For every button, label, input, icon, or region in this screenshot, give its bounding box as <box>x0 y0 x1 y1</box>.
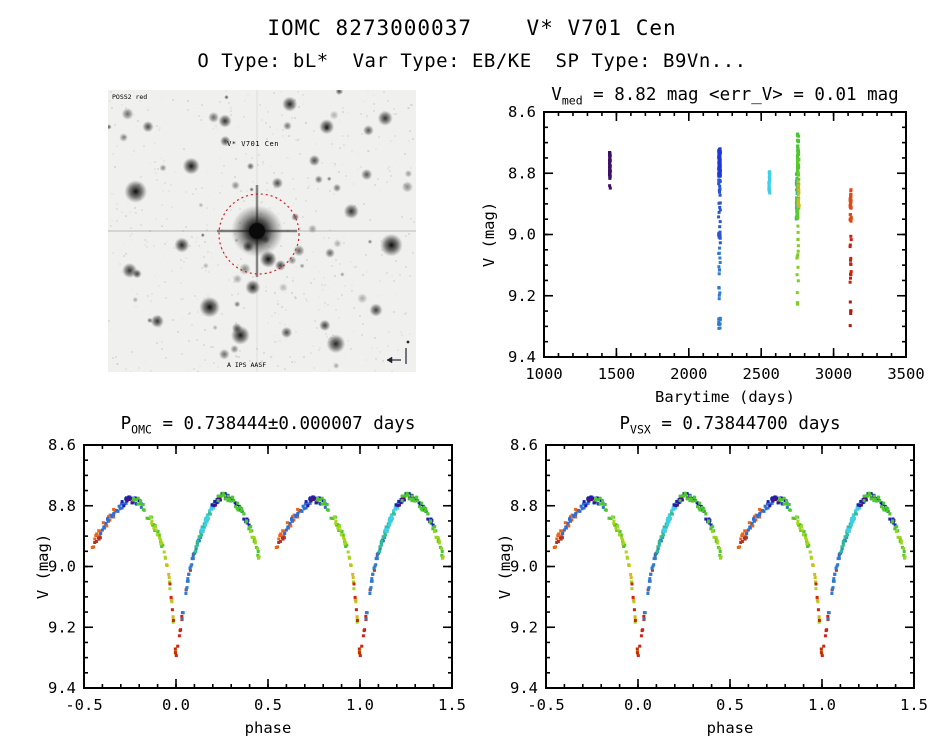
y-tick-label: 8.8 <box>48 497 76 515</box>
finder-survey-label: POSS2 red <box>112 93 147 101</box>
x-tick-label: 2500 <box>743 365 780 383</box>
barytime-plot: 1000 1500 2000 2500 3000 3500 8.6 8.8 9.0 9.2 9.4 B… <box>480 85 925 406</box>
data-points <box>552 491 907 658</box>
x-axis-label: phase <box>707 719 754 737</box>
y-tick-label: 8.8 <box>508 164 536 182</box>
x-axis-label: phase <box>245 719 292 737</box>
x-tick-label: 1.0 <box>346 696 374 714</box>
x-tick-label: -0.5 <box>65 696 102 714</box>
x-tick-label: 1000 <box>525 365 562 383</box>
y-tick-label: 9.2 <box>48 618 76 636</box>
finder-plate-label: A IPS AASF <box>227 361 266 369</box>
x-tick-label: 1500 <box>598 365 635 383</box>
x-tick-label: 0.5 <box>716 696 744 714</box>
y-tick-label: 9.4 <box>48 679 76 697</box>
x-tick-label: 1.5 <box>438 696 466 714</box>
x-tick-label: -0.5 <box>527 696 564 714</box>
y-tick-label: 9.2 <box>510 618 538 636</box>
y-axis-label: V (mag) <box>496 534 514 599</box>
y-tick-label: 8.6 <box>48 436 76 454</box>
finder-target-label: V* V701 Cen <box>227 140 279 148</box>
data-points <box>90 491 445 658</box>
y-tick-label: 8.8 <box>510 497 538 515</box>
y-axis-label: V (mag) <box>480 202 498 267</box>
y-tick-label: 9.0 <box>48 558 76 576</box>
y-tick-label: 9.2 <box>508 287 536 305</box>
x-tick-label: 2000 <box>670 365 707 383</box>
x-tick-label: 1.0 <box>808 696 836 714</box>
y-tick-label: 9.4 <box>510 679 538 697</box>
x-tick-label: 0.0 <box>162 696 190 714</box>
chart-title: PVSX = 0.73844700 days <box>620 414 841 437</box>
y-axis-label: V (mag) <box>34 534 52 599</box>
x-axis-label: Barytime (days) <box>655 388 795 406</box>
aperture-circle <box>218 193 300 275</box>
x-tick-label: 0.5 <box>254 696 282 714</box>
y-tick-label: 8.6 <box>510 436 538 454</box>
chart-title: POMC = 0.738444±0.000007 days <box>121 414 416 437</box>
x-tick-label: 3500 <box>887 365 924 383</box>
compass-icon <box>386 340 410 364</box>
x-tick-label: 3000 <box>815 365 852 383</box>
y-tick-label: 9.0 <box>508 226 536 244</box>
phase-vsx-plot: -0.5 0.0 0.5 1.0 1.5 8.6 8.8 9.0 9.2 9.4 phase V (m… <box>496 414 928 737</box>
page-subtitle: O Type: bL* Var Type: EB/KE SP Type: B9V… <box>197 50 747 72</box>
data-points <box>608 132 853 330</box>
finder-chart-image: V* V701 Cen POSS2 red A IPS AASF <box>108 90 416 372</box>
page-title: IOMC 8273000037 V* V701 Cen <box>267 16 677 40</box>
x-tick-label: 1.5 <box>900 696 928 714</box>
chart-title: Vmed = 8.82 mag <err_V> = 0.01 mag <box>551 85 898 108</box>
phase-omc-plot: -0.5 0.0 0.5 1.0 1.5 8.6 8.8 9.0 9.2 9.4 phase V (m… <box>34 414 466 737</box>
x-tick-label: 0.0 <box>624 696 652 714</box>
y-tick-label: 8.6 <box>508 103 536 121</box>
y-tick-label: 9.4 <box>508 348 536 366</box>
y-tick-label: 9.0 <box>510 558 538 576</box>
